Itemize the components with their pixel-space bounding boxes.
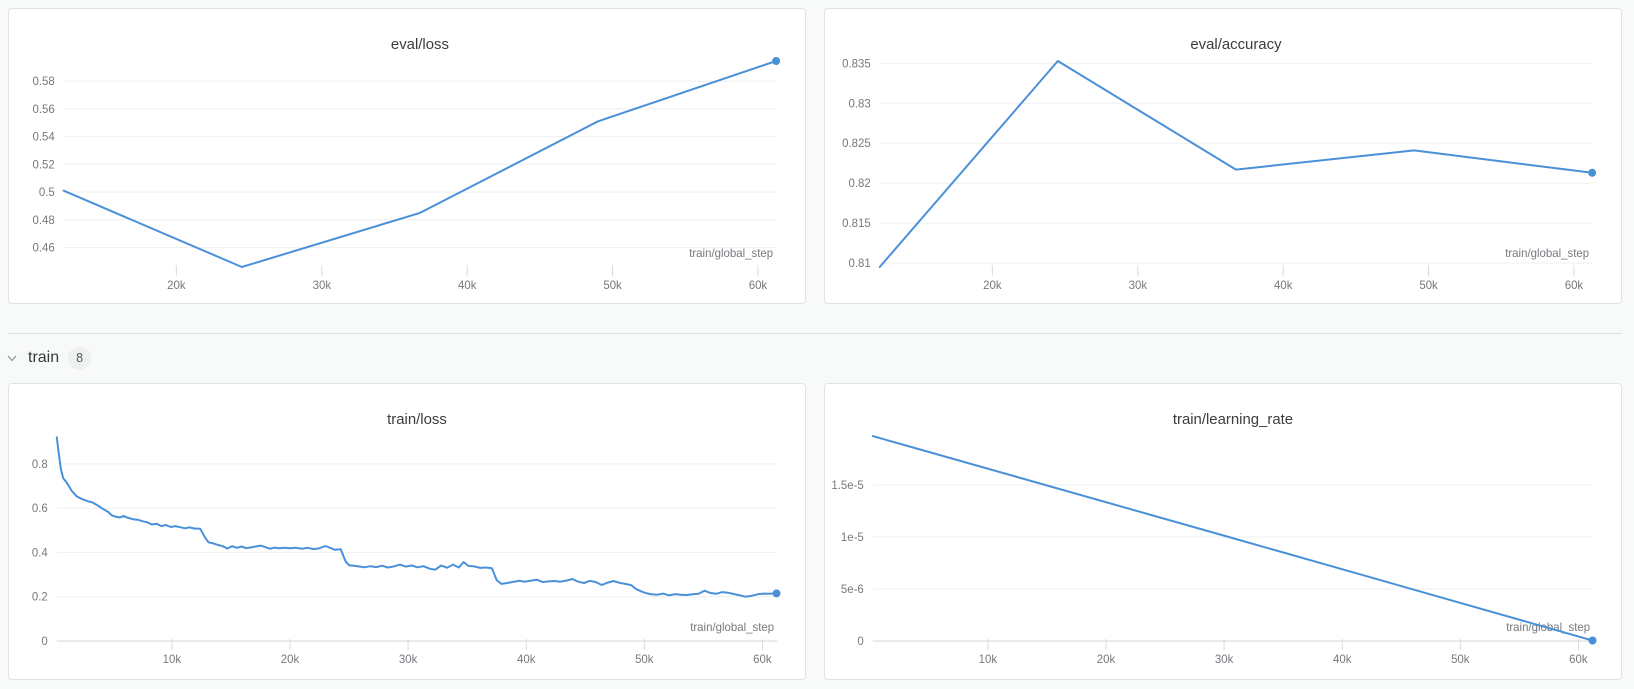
y-tick-label: 0.46 [32, 243, 54, 255]
eval-charts-row: 0.46 0.48 0.5 0.52 0.54 0.56 0.58 20k 30k 40k 50k 6… [8, 8, 1622, 304]
end-point-marker [772, 588, 781, 597]
series-line [878, 60, 1594, 268]
y-tick-label: 0.2 [32, 591, 48, 603]
y-tick-label: 0.52 [32, 159, 54, 171]
y-tick-label: 0.8 [32, 458, 48, 470]
end-point-marker [1588, 168, 1597, 177]
x-tick-label: 50k [603, 280, 622, 292]
series-line [871, 434, 1594, 641]
x-tick-label: 60k [1569, 653, 1588, 665]
y-tick-label: 0 [41, 635, 47, 647]
chevron-down-icon[interactable] [5, 351, 19, 365]
y-tick-label: 0.56 [32, 104, 54, 116]
y-tick-label: 1.5e-5 [831, 479, 863, 491]
x-tick-label: 50k [635, 653, 654, 665]
train-section-label: train [28, 349, 60, 367]
chevron-down-glyph [7, 355, 17, 362]
x-tick-label: 20k [1097, 653, 1116, 665]
x-tick-label: 60k [1565, 280, 1584, 292]
y-tick-label: 0.81 [848, 258, 870, 270]
panel-eval-loss[interactable]: 0.46 0.48 0.5 0.52 0.54 0.56 0.58 20k 30k 40k 50k 6… [8, 8, 806, 304]
chart-title: eval/accuracy [1190, 36, 1282, 53]
y-tick-label: 0.83 [848, 98, 870, 110]
section-divider [8, 333, 1622, 334]
x-tick-label: 30k [1129, 280, 1148, 292]
x-tick-label: 40k [1333, 653, 1352, 665]
x-tick-label: 40k [458, 280, 477, 292]
x-tick-label: 30k [313, 280, 332, 292]
train-section-count-badge: 8 [68, 347, 92, 370]
x-axis-label: train/global_step [1505, 248, 1589, 260]
y-tick-label: 0.6 [32, 503, 48, 515]
panel-train-loss[interactable]: 0 0.2 0.4 0.6 0.8 10k 20k 30k 40k 50k 60k train/glo… [8, 382, 806, 680]
y-tick-label: 0.54 [32, 132, 55, 144]
y-tick-label: 0.835 [842, 58, 871, 70]
series-line [62, 60, 778, 268]
panel-train-learning-rate[interactable]: 0 5e-6 1e-5 1.5e-5 10k 20k 30k 40k 50k 60k train/g… [824, 382, 1622, 680]
y-tick-label: 0.815 [842, 218, 871, 230]
y-tick-label: 0.82 [848, 178, 870, 190]
y-tick-label: 0.58 [32, 76, 54, 88]
x-tick-label: 50k [1451, 653, 1470, 665]
chart-title: train/learning_rate [1173, 410, 1293, 427]
x-tick-label: 60k [753, 653, 772, 665]
train-charts-row: 0 0.2 0.4 0.6 0.8 10k 20k 30k 40k 50k 60k train/glo… [8, 382, 1622, 680]
x-tick-label: 40k [1274, 280, 1293, 292]
chart-title: train/loss [387, 410, 447, 427]
x-tick-label: 10k [979, 653, 998, 665]
panel-eval-accuracy[interactable]: 0.81 0.815 0.82 0.825 0.83 0.835 20k 30k 40k 50k 6… [824, 8, 1622, 304]
x-tick-label: 30k [399, 653, 418, 665]
x-tick-label: 60k [749, 280, 768, 292]
x-axis-label: train/global_step [689, 248, 773, 260]
y-tick-label: 1e-5 [841, 531, 864, 543]
eval-accuracy-chart: 0.81 0.815 0.82 0.825 0.83 0.835 20k 30k 40k 50k 6… [842, 36, 1597, 292]
x-tick-label: 50k [1419, 280, 1438, 292]
train-section-header[interactable]: train 8 [5, 334, 1622, 383]
y-tick-label: 0.5 [39, 187, 55, 199]
chart-title: eval/loss [391, 36, 449, 53]
x-tick-label: 20k [281, 653, 300, 665]
train-loss-chart: 0 0.2 0.4 0.6 0.8 10k 20k 30k 40k 50k 60k train/glo… [32, 410, 781, 666]
y-tick-label: 5e-6 [841, 583, 864, 595]
x-tick-label: 20k [983, 280, 1002, 292]
end-point-marker [772, 57, 781, 65]
x-tick-label: 30k [1215, 653, 1234, 665]
x-tick-label: 20k [167, 280, 186, 292]
y-tick-label: 0.48 [32, 215, 54, 227]
x-tick-label: 10k [163, 653, 182, 665]
x-tick-label: 40k [517, 653, 536, 665]
y-tick-label: 0.4 [32, 547, 49, 559]
y-tick-label: 0 [857, 635, 863, 647]
end-point-marker [1588, 636, 1597, 644]
x-axis-label: train/global_step [690, 621, 774, 633]
eval-loss-chart: 0.46 0.48 0.5 0.52 0.54 0.56 0.58 20k 30k 40k 50k 6… [32, 36, 781, 292]
y-tick-label: 0.825 [842, 138, 871, 150]
series-line [55, 435, 778, 598]
